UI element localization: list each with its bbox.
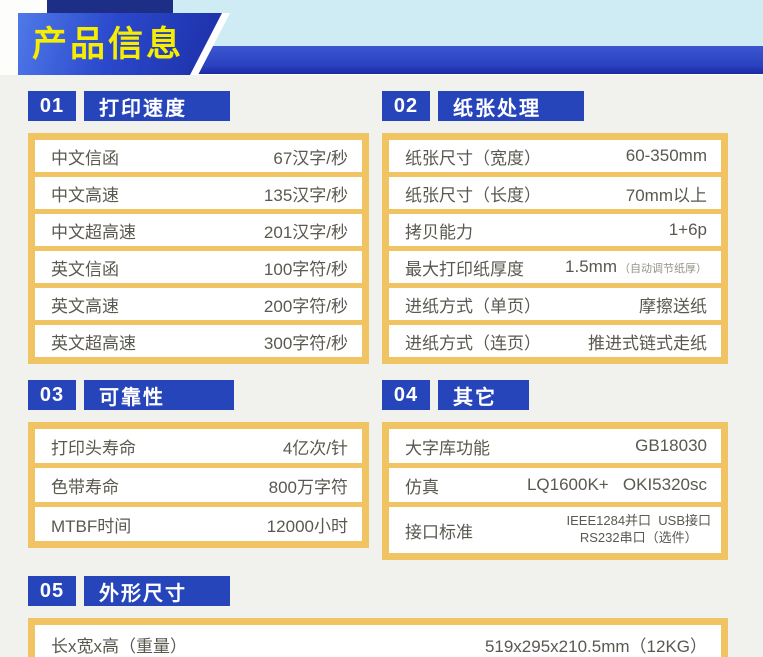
spec-label: 进纸方式（单页）: [405, 296, 541, 316]
spec-row: 最大打印纸厚度 1.5mm （自动调节纸厚）: [389, 251, 721, 283]
spec-table: 打印头寿命 4亿次/针色带寿命 800万字符 MTBF时间 12000小时: [28, 422, 369, 548]
spec-label: 接口标准: [405, 522, 473, 542]
spec-row: 大字库功能 GB18030: [389, 429, 721, 463]
page-header: 产品信息: [0, 0, 763, 75]
spec-value: 800万字符: [268, 477, 348, 497]
spec-value: 1+6p: [668, 220, 707, 239]
spec-row: 仿真 LQ1600K+ OKI5320sc: [389, 468, 721, 502]
spec-value: GB18030: [635, 436, 707, 455]
spec-value-note: （自动调节纸厚）: [619, 263, 707, 275]
spec-label: 英文信函: [51, 259, 119, 279]
spec-label: 纸张尺寸（宽度）: [405, 148, 541, 168]
spec-label: 打印头寿命: [51, 438, 136, 458]
section-number-badge: 04: [382, 380, 430, 410]
spec-value: 70mm以上: [625, 185, 707, 205]
section-title: 可靠性: [84, 380, 234, 410]
spec-label: 最大打印纸厚度: [405, 259, 524, 279]
spec-row: 色带寿命 800万字符: [35, 468, 362, 502]
section-number-badge: 05: [28, 576, 76, 606]
spec-value: 摩擦送纸: [639, 296, 707, 316]
spec-label: 英文超高速: [51, 333, 136, 353]
section-number-badge: 03: [28, 380, 76, 410]
spec-value: 4亿次/针: [282, 438, 348, 458]
section-header: 02 纸张处理: [382, 91, 728, 121]
spec-value: 1.5mm （自动调节纸厚）: [565, 257, 707, 276]
spec-row: 拷贝能力 1+6p: [389, 214, 721, 246]
spec-value: 12000小时: [266, 516, 348, 536]
section-header: 01 打印速度: [28, 91, 369, 121]
spec-label: 纸张尺寸（长度）: [405, 185, 541, 205]
spec-row: 中文超高速 201汉字/秒: [35, 214, 362, 246]
spec-value: 67汉字/秒: [273, 148, 348, 168]
spec-table: 大字库功能 GB18030 仿真 LQ1600K+ OKI5320sc 接口标准 IEEE…: [382, 422, 728, 560]
spec-table: 长x宽x高（重量） 519x295x210.5mm（12KG）: [28, 618, 728, 657]
section-print-speed: 01 打印速度 中文信函 67汉字/秒中文高速 135汉字/秒中文超高速 201汉字/…: [28, 91, 369, 364]
spec-label: 中文超高速: [51, 222, 136, 242]
section-title: 纸张处理: [438, 91, 584, 121]
page-title-banner: 产品信息: [18, 13, 222, 75]
spec-row: 进纸方式（连页） 推进式链式走纸: [389, 325, 721, 357]
spec-label: 色带寿命: [51, 477, 119, 497]
spec-value: 100字符/秒: [263, 259, 348, 279]
spec-row: 进纸方式（单页） 摩擦送纸: [389, 288, 721, 320]
spec-row: MTBF时间 12000小时: [35, 507, 362, 541]
section-other: 04 其它 大字库功能 GB18030 仿真 LQ1600K+ OKI5320sc 接口…: [382, 380, 728, 560]
section-dimensions: 05 外形尺寸 长x宽x高（重量） 519x295x210.5mm（12KG）: [28, 576, 728, 657]
section-title: 其它: [438, 380, 529, 410]
section-number-badge: 02: [382, 91, 430, 121]
spec-value: 135汉字/秒: [263, 185, 348, 205]
spec-value: 300字符/秒: [263, 333, 348, 353]
header-cyan-strip: [173, 0, 763, 46]
spec-label: 英文高速: [51, 296, 119, 316]
header-navy-strip: [47, 0, 173, 13]
section-reliability: 03 可靠性 打印头寿命 4亿次/针色带寿命 800万字符 MTBF时间 12000小时: [28, 380, 369, 560]
spec-label: 大字库功能: [405, 438, 490, 458]
section-title: 外形尺寸: [84, 576, 230, 606]
spec-value: 推进式链式走纸: [588, 333, 707, 353]
spec-table: 纸张尺寸（宽度） 60-350mm 纸张尺寸（长度） 70mm以上拷贝能力 1+6p 最大…: [382, 133, 728, 364]
page-title: 产品信息: [32, 24, 185, 64]
spec-label: 中文信函: [51, 148, 119, 168]
section-title: 打印速度: [84, 91, 230, 121]
spec-label: 拷贝能力: [405, 222, 473, 242]
spec-row: 打印头寿命 4亿次/针: [35, 429, 362, 463]
spec-label: 中文高速: [51, 185, 119, 205]
spec-label: MTBF时间: [51, 516, 132, 536]
section-header: 05 外形尺寸: [28, 576, 728, 606]
spec-value: LQ1600K+ OKI5320sc: [526, 475, 707, 494]
section-header: 03 可靠性: [28, 380, 369, 410]
spec-label: 仿真: [405, 477, 439, 497]
header-blue-bar: [198, 46, 763, 74]
spec-value: IEEE1284并口 USB接口 RS232串口（选件）: [566, 513, 712, 545]
spec-row: 纸张尺寸（宽度） 60-350mm: [389, 140, 721, 172]
spec-row: 英文信函 100字符/秒: [35, 251, 362, 283]
section-header: 04 其它: [382, 380, 728, 410]
spec-label: 进纸方式（连页）: [405, 333, 541, 353]
spec-value: 60-350mm: [625, 146, 707, 165]
spec-sections-grid: 01 打印速度 中文信函 67汉字/秒中文高速 135汉字/秒中文超高速 201汉字/…: [0, 91, 763, 657]
spec-row: 英文高速 200字符/秒: [35, 288, 362, 320]
spec-label: 长x宽x高（重量）: [51, 636, 187, 656]
spec-row: 中文信函 67汉字/秒: [35, 140, 362, 172]
section-paper-handling: 02 纸张处理 纸张尺寸（宽度） 60-350mm 纸张尺寸（长度） 70mm以上拷贝…: [382, 91, 728, 364]
spec-value: 200字符/秒: [263, 296, 348, 316]
spec-table: 中文信函 67汉字/秒中文高速 135汉字/秒中文超高速 201汉字/秒英文信函 100…: [28, 133, 369, 364]
spec-value: 519x295x210.5mm（12KG）: [484, 636, 707, 656]
spec-row: 接口标准 IEEE1284并口 USB接口 RS232串口（选件）: [389, 507, 721, 553]
spec-value: 201汉字/秒: [263, 222, 348, 242]
spec-row: 中文高速 135汉字/秒: [35, 177, 362, 209]
section-number-badge: 01: [28, 91, 76, 121]
spec-row: 纸张尺寸（长度） 70mm以上: [389, 177, 721, 209]
spec-row: 英文超高速 300字符/秒: [35, 325, 362, 357]
spec-row: 长x宽x高（重量） 519x295x210.5mm（12KG）: [35, 625, 721, 657]
